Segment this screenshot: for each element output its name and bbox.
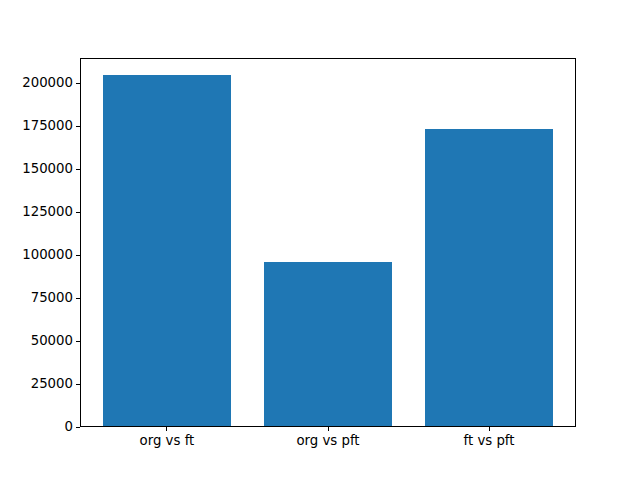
y-tick-label: 150000 xyxy=(0,161,73,177)
x-tick-label: org vs ft xyxy=(87,433,247,449)
y-tick-label: 175000 xyxy=(0,118,73,134)
y-tick-mark xyxy=(76,83,80,84)
y-tick-label: 0 xyxy=(0,419,73,435)
y-tick-label: 50000 xyxy=(0,333,73,349)
y-tick-mark xyxy=(76,126,80,127)
bar-chart-figure: 0 25000 50000 75000 100000 125000 150000 175000… xyxy=(0,0,640,480)
y-tick-mark xyxy=(76,212,80,213)
y-tick-label: 100000 xyxy=(0,247,73,263)
plot-area xyxy=(80,58,576,428)
y-tick-label: 125000 xyxy=(0,204,73,220)
y-tick-label: 25000 xyxy=(0,376,73,392)
y-tick-mark xyxy=(76,298,80,299)
y-tick-mark xyxy=(76,427,80,428)
y-tick-mark xyxy=(76,384,80,385)
x-tick-mark xyxy=(166,427,167,431)
y-tick-mark xyxy=(76,169,80,170)
y-tick-mark xyxy=(76,341,80,342)
y-tick-label: 200000 xyxy=(0,75,73,91)
x-tick-label: org vs pft xyxy=(248,433,408,449)
y-tick-mark xyxy=(76,255,80,256)
y-tick-label: 75000 xyxy=(0,290,73,306)
x-tick-mark xyxy=(328,427,329,431)
x-tick-mark xyxy=(489,427,490,431)
x-tick-label: ft vs pft xyxy=(409,433,569,449)
